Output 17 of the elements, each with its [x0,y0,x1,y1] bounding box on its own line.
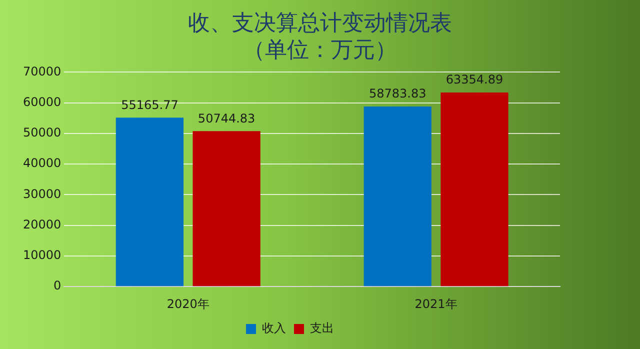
y-tick-label: 10000 [22,248,62,262]
legend-label: 收入 [262,321,286,336]
y-tick-label: 0 [54,278,62,293]
y-tick-label: 60000 [22,94,62,109]
y-tick-label: 20000 [22,217,62,232]
data-label: 50744.83 [198,111,256,126]
data-label: 58783.83 [368,86,426,101]
chart-subtitle: （单位：万元） [242,37,398,64]
chart-title: 收、支决算总计变动情况表 [187,10,453,37]
y-tick-label: 70000 [22,64,62,78]
y-tick-label: 40000 [22,156,62,170]
x-tick-label: 2020年 [166,296,210,311]
x-tick-label: 2021年 [414,296,458,311]
data-label: 63354.89 [446,72,504,87]
y-tick-label: 50000 [22,126,62,140]
legend-label: 支出 [310,321,334,336]
y-tick-label: 30000 [22,186,62,201]
